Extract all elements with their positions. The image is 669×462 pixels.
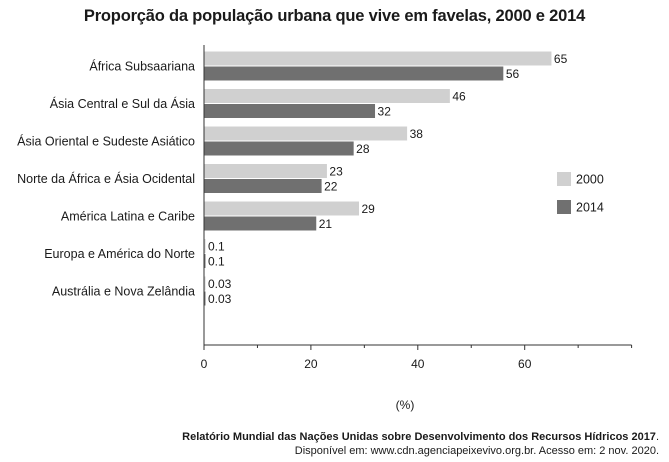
bar-2000 [204,201,360,216]
legend-swatch-2014 [557,200,571,214]
value-label-2000: 65 [554,52,568,66]
source-title: Relatório Mundial das Nações Unidas sobr… [182,431,656,443]
legend-label-2014: 2014 [576,201,604,215]
bar-2014 [204,141,354,156]
category-label: Norte da África e Ásia Ocidental [17,171,195,186]
source-title-period: . [655,431,659,443]
value-label-2014: 28 [356,142,370,156]
x-tick-label: 0 [201,357,208,371]
value-label-2014: 0.1 [208,255,225,269]
bar-2000 [204,276,206,291]
value-label-2014: 0.03 [208,292,232,306]
bar-chart: África Subsaariana 65 56 Ásia Central e Sul… [17,45,633,412]
value-label-2000: 23 [329,165,343,179]
bar-2000 [204,164,327,178]
category-label: Austrália e Nova Zelândia [52,285,195,299]
category-label: América Latina e Caribe [61,210,195,224]
value-label-2000: 29 [362,202,376,216]
value-label-2014: 56 [506,67,520,81]
value-label-2000: 38 [410,127,424,141]
axes-group: 0 20 40 60 [201,45,633,371]
value-label-2000: 0.03 [208,277,232,291]
value-label-2014: 21 [319,217,333,231]
bar-2014 [204,66,504,81]
category-label: Ásia Central e Sul da Ásia [50,96,195,111]
x-tick-label: 20 [304,357,318,371]
legend-swatch-2000 [557,172,571,186]
bar-2000 [204,51,552,66]
category-label: África Subsaariana [89,59,195,74]
bar-2000 [204,89,450,103]
bar-2000 [204,239,206,253]
x-axis-label: (%) [396,398,415,412]
bars-group: África Subsaariana 65 56 Ásia Central e Sul… [17,51,568,306]
value-label-2014: 22 [324,180,338,194]
bar-2014 [204,216,317,231]
value-label-2000: 46 [452,90,466,104]
category-label: Europa e América do Norte [44,247,195,261]
bar-2014 [204,254,206,268]
legend: 2000 2014 [557,172,604,215]
category-label: Ásia Oriental e Sudeste Asiático [17,134,195,149]
bar-2014 [204,179,322,193]
x-tick-label: 60 [518,357,532,371]
legend-label-2000: 2000 [576,173,604,187]
bar-2014 [204,291,206,306]
bar-2000 [204,126,408,141]
bar-2014 [204,104,376,118]
value-label-2000: 0.1 [208,240,225,254]
source-availability: Disponível em: www.cdn.agenciapeixevivo.… [294,445,659,457]
source-note: Relatório Mundial das Nações Unidas sobr… [182,430,659,458]
x-tick-label: 40 [411,357,425,371]
value-label-2014: 32 [378,105,392,119]
chart-title: Proporção da população urbana que vive e… [83,7,586,25]
